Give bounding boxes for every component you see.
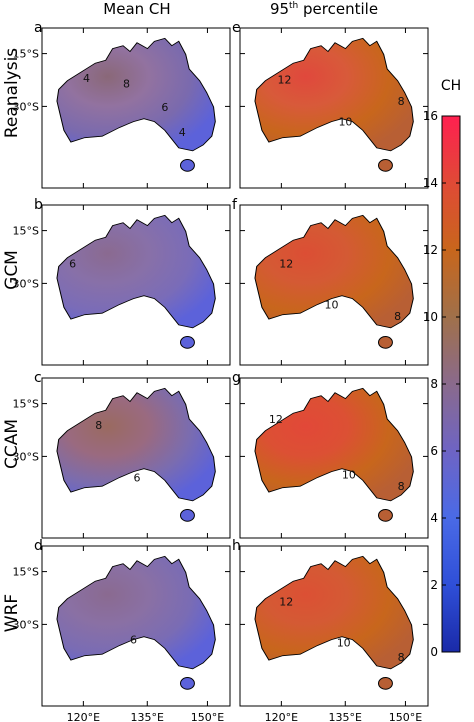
map-panel-c: 8 6 c 15°S 30°S: [13, 370, 230, 538]
contour-label: 8: [398, 651, 405, 664]
panel-letter: a: [34, 20, 43, 36]
lat-tick-label: 30°S: [13, 100, 39, 113]
lon-tick-label: 135°E: [131, 711, 164, 722]
contour-label: 8: [394, 310, 401, 323]
lon-tick-label: 135°E: [329, 711, 362, 722]
contour-label: 10: [337, 637, 351, 650]
tasmania: [180, 677, 195, 690]
row-label-gcm: GCM: [2, 250, 22, 290]
tasmania: [378, 509, 393, 522]
contour-label: 6: [161, 101, 168, 114]
tasmania: [378, 336, 393, 349]
panel-letter: c: [34, 370, 42, 386]
contour-label: 6: [130, 634, 137, 647]
lat-tick-label: 15°S: [13, 566, 39, 579]
map-panels: 4 864a15°S30°S12108e6b15°S30°S12108f86c15…: [13, 20, 428, 722]
lat-tick-label: 30°S: [13, 277, 39, 290]
lat-tick-label: 15°S: [13, 225, 39, 238]
contour-label: 4: [179, 126, 186, 139]
column-title-95th-number: 95: [270, 0, 289, 18]
tasmania: [180, 159, 195, 172]
column-title-95th-rest: percentile: [298, 0, 378, 18]
lon-tick-label: 120°E: [67, 711, 100, 722]
contour-label: 12: [279, 596, 293, 609]
map-panel-g: 12 10 8 g: [232, 370, 428, 538]
colorbar-tick-label: 16: [423, 109, 438, 123]
panel-letter: e: [232, 20, 241, 36]
panel-letter: f: [232, 197, 238, 213]
map-panel-d: 6 d 15°S 30°S 120°E 135°E 150°E: [13, 538, 230, 722]
column-title-95th-percentile: 95th percentile: [270, 0, 378, 18]
lat-tick-label: 30°S: [13, 618, 39, 631]
map-panel-e: 12 10 8 e: [232, 20, 428, 188]
panel-letter: g: [232, 370, 241, 386]
panel-letter: b: [34, 197, 43, 213]
map-panel-b: 6 b 15°S 30°S: [13, 197, 230, 365]
contour-label: 12: [279, 258, 293, 271]
lat-tick-label: 15°S: [13, 398, 39, 411]
lat-tick-label: 30°S: [13, 450, 39, 463]
contour-label: 8: [398, 480, 405, 493]
map-panel-h: 12 10 8 h 120°E 135°E 150°E: [232, 538, 428, 722]
contour-label: 10: [342, 469, 356, 482]
colorbar-ticks: 0 2 4 6 8 10 12 14 16: [423, 109, 460, 659]
colorbar-title: CH: [441, 78, 461, 94]
row-label-ccam: CCAM: [2, 419, 22, 469]
row-label-reanalysis: Reanalysis: [2, 48, 22, 138]
contour-label: 8: [398, 95, 405, 108]
colorbar-tick-label: 2: [430, 578, 438, 592]
tasmania: [378, 677, 393, 690]
lon-tick-label: 150°E: [191, 711, 224, 722]
colorbar-tick-label: 0: [430, 645, 438, 659]
tasmania: [378, 159, 393, 172]
contour-label: 6: [134, 471, 141, 484]
map-panel-f: 12 10 8 f: [232, 197, 428, 365]
contour-label: 4: [83, 72, 90, 85]
contour-label: 10: [338, 116, 352, 129]
colorbar-tick-label: 6: [430, 444, 438, 458]
lat-tick-label: 15°S: [13, 48, 39, 61]
column-title-mean-ch: Mean CH: [103, 0, 170, 18]
contour-label: 12: [278, 73, 292, 86]
colorbar-tick-label: 10: [423, 310, 438, 324]
panel-letter: d: [34, 538, 43, 554]
contour-label: 8: [95, 419, 102, 432]
colorbar-tick-label: 4: [430, 511, 438, 525]
lon-tick-label: 150°E: [389, 711, 422, 722]
contour-label: 10: [325, 298, 339, 311]
tasmania: [180, 509, 195, 522]
contour-label: 8: [123, 78, 130, 91]
colorbar-tick-label: 8: [430, 377, 438, 391]
column-title-95th-superscript: th: [289, 1, 298, 11]
panel-letter: h: [232, 538, 241, 554]
contour-label: 12: [269, 413, 283, 426]
row-label-wrf: WRF: [2, 594, 22, 632]
colorbar-tick-label: 14: [423, 176, 438, 190]
tasmania: [180, 336, 195, 349]
contour-label: 6: [69, 258, 76, 271]
colorbar-tick-label: 12: [423, 243, 438, 257]
lon-tick-label: 120°E: [265, 711, 298, 722]
